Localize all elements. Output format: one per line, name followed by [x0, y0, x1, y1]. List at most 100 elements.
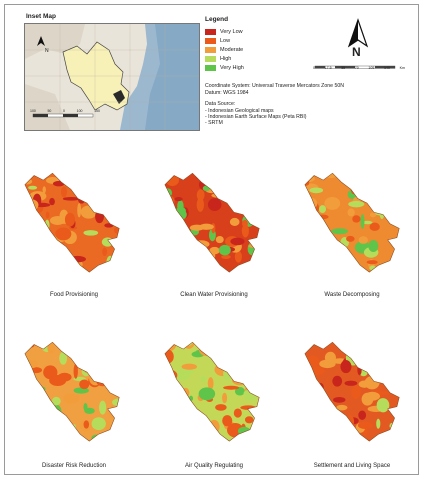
data-source-item: - Indonesian Earth Surface Maps (Peta RB…	[205, 114, 307, 120]
land-class-patch	[202, 185, 211, 192]
land-class-patch	[310, 366, 325, 376]
land-class-patch	[309, 187, 324, 194]
land-class-patch	[31, 263, 41, 270]
land-class-patch	[305, 377, 311, 383]
land-class-patch	[237, 356, 253, 362]
land-class-patch	[398, 203, 400, 209]
land-class-patch	[24, 195, 29, 210]
land-class-patch	[45, 211, 50, 219]
land-class-patch	[366, 173, 376, 177]
land-class-patch	[116, 379, 120, 391]
legend-swatch	[205, 29, 216, 35]
land-class-patch	[164, 266, 176, 270]
inset-scale-bar	[32, 113, 94, 118]
land-class-patch	[164, 413, 167, 427]
land-class-patch	[220, 362, 237, 370]
region-outline	[164, 172, 260, 273]
land-class-patch	[343, 414, 355, 429]
land-class-patch	[397, 243, 400, 255]
land-class-patch	[184, 403, 189, 409]
land-class-patch	[79, 173, 88, 176]
land-class-patch	[399, 375, 400, 380]
land-class-patch	[218, 244, 231, 256]
land-class-patch	[382, 190, 394, 199]
land-class-patch	[106, 203, 111, 217]
land-class-patch	[360, 214, 365, 229]
land-class-patch	[113, 218, 120, 226]
land-class-patch	[87, 184, 103, 200]
land-class-patch	[366, 260, 378, 265]
land-class-patch	[113, 384, 120, 391]
land-class-patch	[237, 426, 251, 436]
land-class-patch	[24, 253, 30, 268]
land-class-patch	[26, 359, 30, 375]
land-class-patch	[315, 428, 321, 437]
land-class-patch	[357, 363, 362, 376]
land-class-patch	[99, 400, 107, 415]
land-class-patch	[340, 360, 352, 374]
land-class-patch	[232, 345, 249, 355]
land-class-patch	[107, 350, 120, 356]
land-class-patch	[74, 173, 87, 185]
legend-label: Low	[220, 38, 231, 44]
land-class-patch	[211, 193, 223, 198]
land-class-patch	[210, 249, 216, 261]
land-class-patch	[29, 253, 41, 266]
land-class-patch	[236, 342, 242, 350]
land-class-patch	[91, 417, 106, 431]
land-class-patch	[357, 421, 373, 430]
land-class-patch	[374, 350, 381, 363]
land-class-patch	[194, 173, 210, 181]
land-class-patch	[222, 415, 233, 427]
land-class-patch	[318, 205, 327, 213]
land-class-patch	[24, 396, 32, 406]
land-class-patch	[217, 173, 228, 183]
inset-north-arrow-icon	[37, 36, 45, 46]
land-class-patch	[372, 175, 384, 189]
land-class-patch	[105, 424, 117, 436]
legend-label: Moderate	[220, 47, 244, 53]
land-class-patch	[164, 369, 178, 381]
land-class-patch	[367, 343, 380, 355]
land-class-patch	[29, 389, 35, 396]
land-class-patch	[73, 363, 78, 379]
land-class-patch	[346, 235, 355, 242]
land-class-patch	[336, 404, 348, 411]
land-class-patch	[260, 360, 268, 369]
land-class-patch	[391, 214, 400, 223]
land-class-patch	[101, 268, 112, 273]
land-class-patch	[384, 264, 390, 273]
land-class-patch	[175, 218, 185, 228]
region-map-graphic	[304, 341, 400, 442]
land-class-patch	[169, 253, 184, 259]
land-class-patch	[231, 193, 240, 205]
inset-map-graphic	[25, 24, 199, 130]
land-class-patch	[39, 423, 43, 432]
land-class-patch	[193, 253, 203, 261]
land-class-patch	[42, 186, 46, 194]
land-class-patch	[220, 342, 235, 348]
land-class-patch	[191, 427, 205, 435]
land-class-patch	[63, 393, 80, 404]
land-class-patch	[215, 404, 227, 411]
land-class-patch	[326, 244, 344, 253]
land-class-patch	[24, 437, 34, 442]
land-class-patch	[165, 195, 175, 207]
land-class-patch	[318, 433, 330, 442]
inset-scale-label: 100	[76, 109, 83, 113]
map-caption: Clean Water Provisioning	[180, 292, 248, 298]
land-class-patch	[396, 414, 400, 422]
land-class-patch	[321, 409, 332, 420]
land-class-patch	[304, 370, 313, 385]
land-class-patch	[42, 435, 48, 439]
land-class-patch	[376, 418, 381, 429]
land-class-patch	[52, 416, 66, 425]
land-class-patch	[307, 208, 312, 214]
land-class-patch	[237, 435, 244, 440]
land-class-patch	[70, 345, 82, 361]
land-class-patch	[114, 244, 120, 254]
land-class-patch	[337, 418, 347, 430]
land-class-patch	[313, 240, 319, 250]
land-class-patch	[236, 184, 242, 190]
land-class-patch	[196, 189, 205, 201]
